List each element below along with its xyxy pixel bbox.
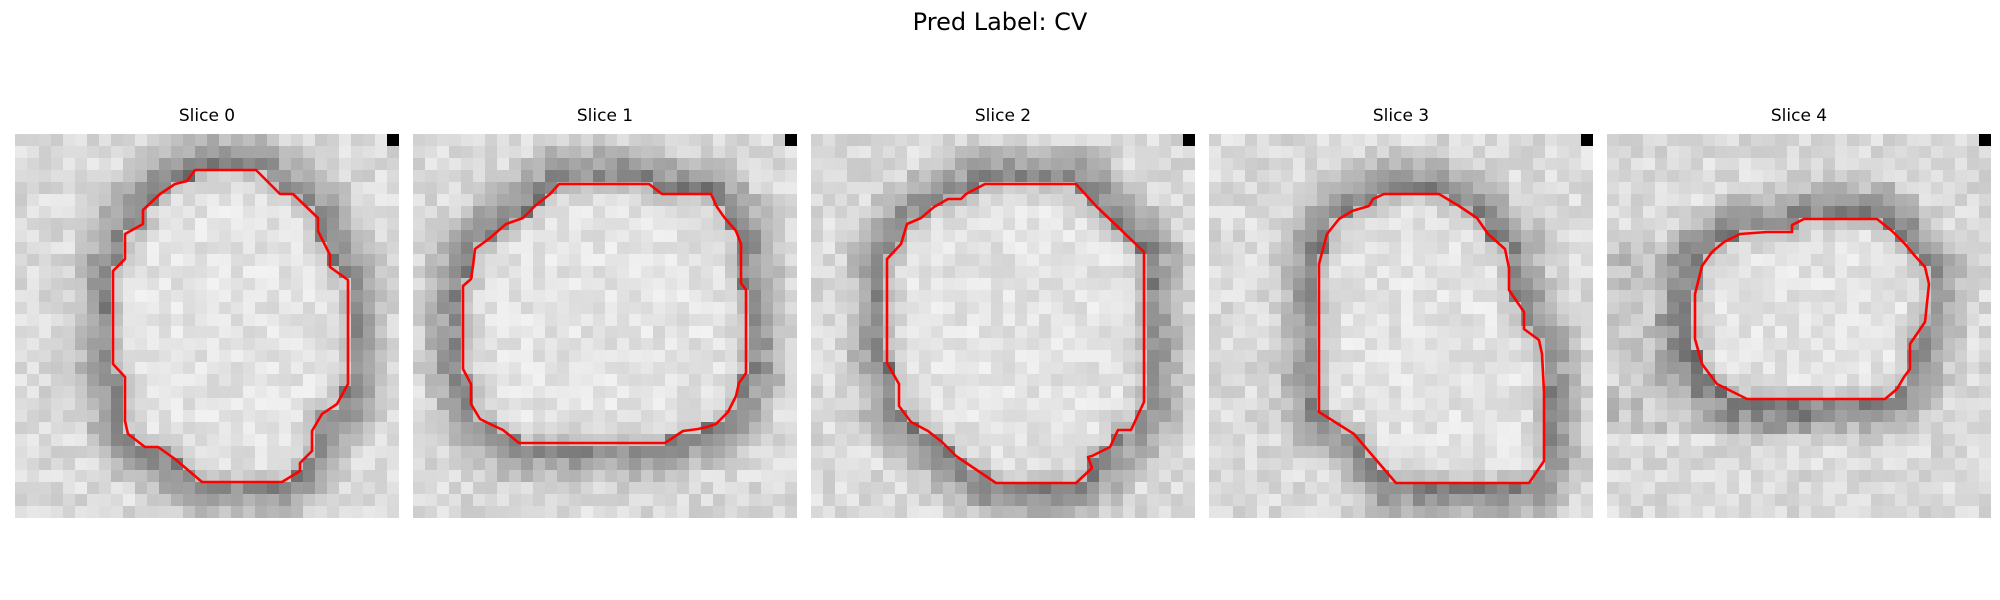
- slice-image: [413, 134, 797, 518]
- slice-title: Slice 0: [178, 106, 236, 126]
- slice-title: Slice 2: [974, 106, 1032, 126]
- contour-line: [1693, 217, 1931, 401]
- slice-image: [1209, 134, 1593, 518]
- slice-title: Slice 4: [1770, 106, 1828, 126]
- slice-pixels: [15, 134, 399, 518]
- figure-title: Pred Label: CV: [912, 8, 1088, 36]
- slice-pixels: [413, 134, 797, 518]
- segmentation-contour: [885, 182, 1146, 485]
- slice-title: Slice 3: [1372, 106, 1430, 126]
- slice-pixels: [1607, 134, 1991, 518]
- contour-line: [461, 182, 748, 445]
- segmentation-contour: [1693, 217, 1931, 401]
- segmentation-contour: [461, 182, 748, 445]
- slice-image: [15, 134, 399, 518]
- slice-image: [811, 134, 1195, 518]
- slice-pixels: [1209, 134, 1593, 518]
- slice-pixels: [811, 134, 1195, 518]
- contour-line: [885, 182, 1146, 485]
- segmentation-contour: [111, 168, 350, 484]
- slice-title: Slice 1: [576, 106, 634, 126]
- contour-line: [111, 168, 350, 484]
- slice-image: [1607, 134, 1991, 518]
- contour-line: [1317, 192, 1546, 485]
- segmentation-contour: [1317, 192, 1546, 485]
